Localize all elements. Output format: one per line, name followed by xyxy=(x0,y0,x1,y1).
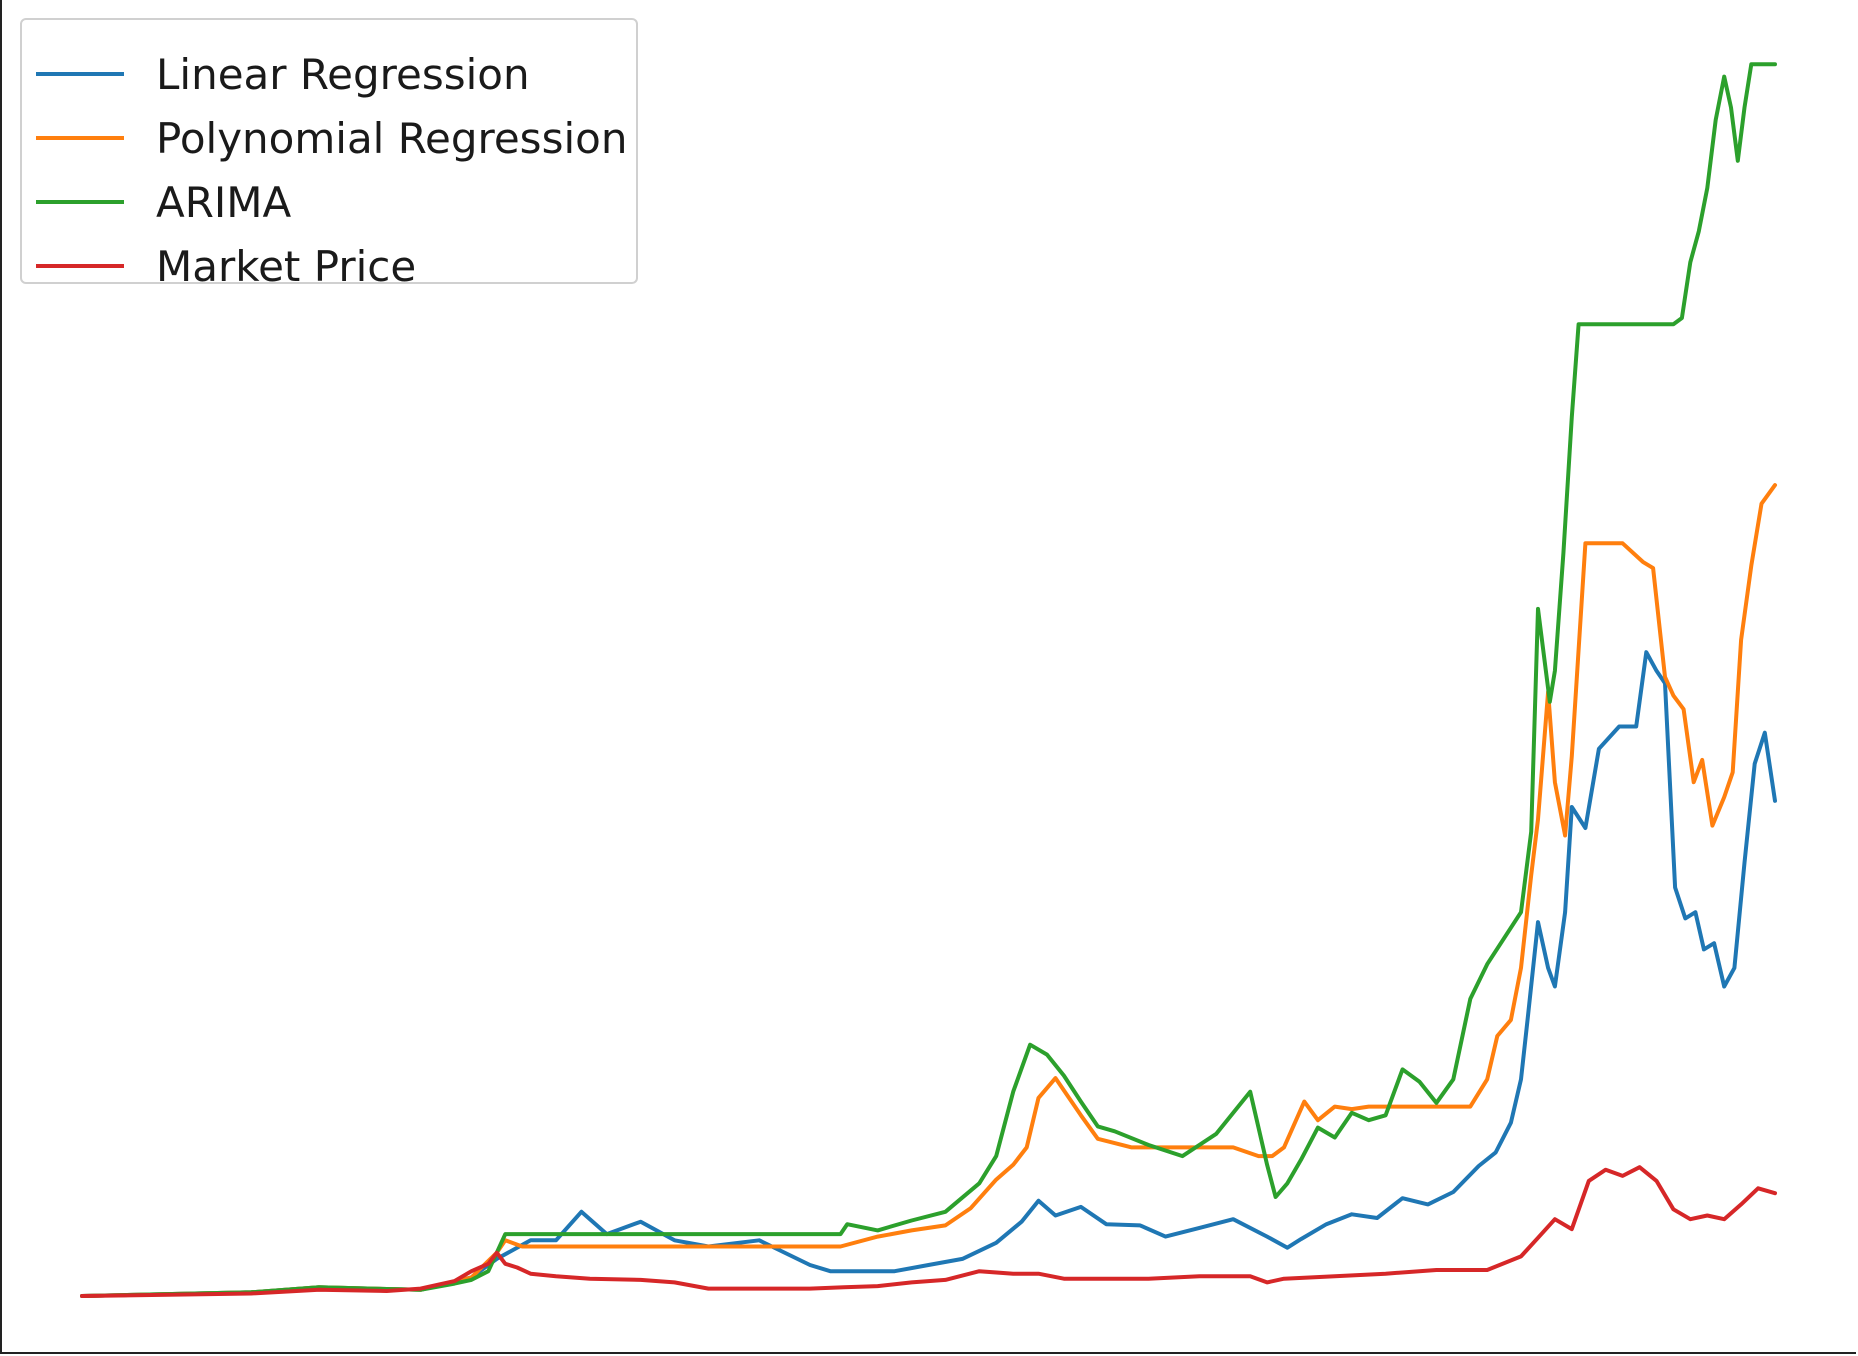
legend-entry-arima: ARIMA xyxy=(36,172,291,232)
legend-entry-market-price: Market Price xyxy=(36,236,416,296)
legend-label-polynomial-regression: Polynomial Regression xyxy=(156,113,628,163)
legend-entry-linear-regression: Linear Regression xyxy=(36,44,530,104)
legend-swatch-polynomial-regression xyxy=(36,136,124,140)
legend-swatch-market-price xyxy=(36,264,124,268)
legend-swatch-arima xyxy=(36,200,124,204)
series-line-arima xyxy=(80,62,1777,1298)
legend-label-arima: ARIMA xyxy=(156,177,292,227)
legend: Linear Regression Polynomial Regression … xyxy=(20,18,638,291)
series-line-polynomial-regression xyxy=(80,483,1777,1298)
legend-swatch-linear-regression xyxy=(36,72,124,76)
series-line-linear-regression xyxy=(80,650,1777,1298)
legend-entry-polynomial-regression: Polynomial Regression xyxy=(36,108,627,168)
legend-label-linear-regression: Linear Regression xyxy=(156,49,530,99)
legend-label-market-price: Market Price xyxy=(156,241,417,291)
series-line-market-price xyxy=(80,1165,1777,1298)
